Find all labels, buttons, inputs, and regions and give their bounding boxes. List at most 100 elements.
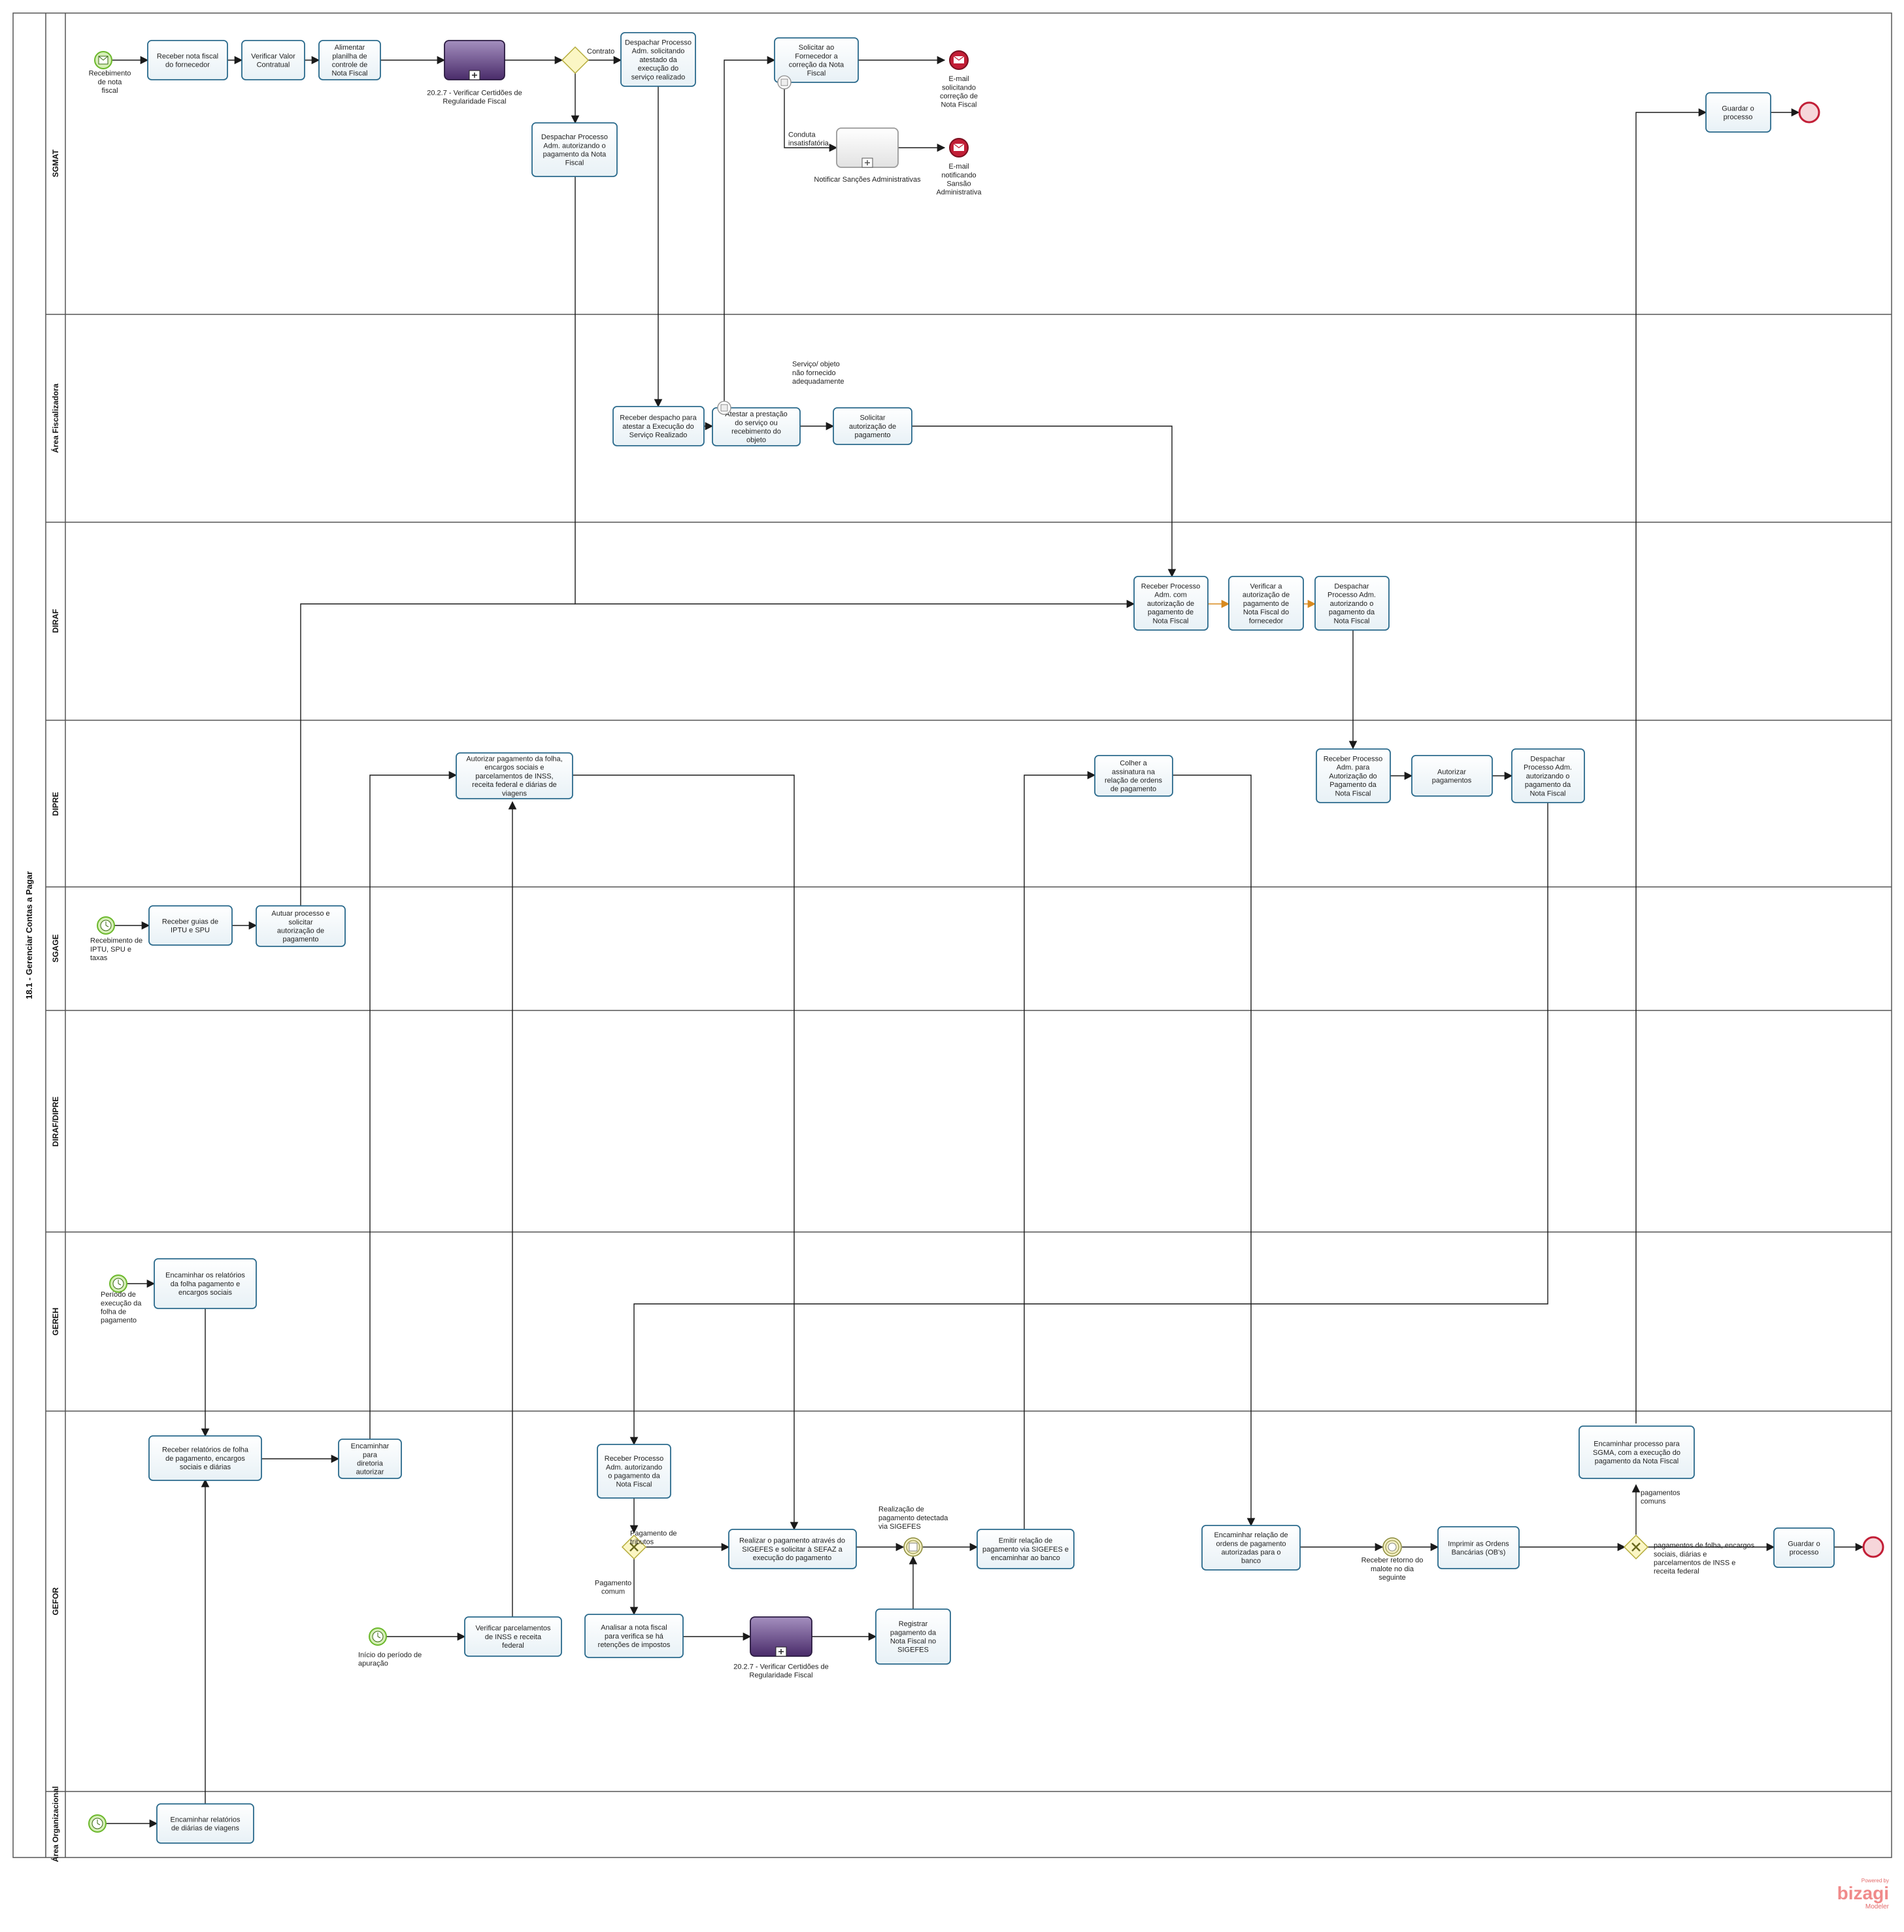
start-event-timer-diarias-icon[interactable]: [88, 1814, 107, 1833]
subprocess-verificar-certidoes-2[interactable]: 20.2.7 - Verificar Certidões de Regularid…: [733, 1616, 829, 1679]
task-label: Encaminhar para diretoria autorizar: [351, 1442, 390, 1476]
task-receber-processo-gefor[interactable]: Receber Processo Adm. autorizando o pagame…: [597, 1444, 671, 1499]
task-solicitar-autorizacao[interactable]: Solicitar autorização de pagamento: [833, 407, 912, 445]
intermediate-event-sigefes-icon[interactable]: [903, 1537, 923, 1557]
lane-titles: SGMAT Área Fiscalizadora DIRAF DIPRE SGA…: [50, 149, 60, 1862]
task-label: Guardar o processo: [1722, 105, 1754, 121]
intermediate-event-timer-malote-icon[interactable]: [1382, 1537, 1402, 1557]
task-label: Verificar parcelamentos de INSS e receita…: [476, 1625, 551, 1650]
task-receber-processo-diraf[interactable]: Receber Processo Adm. com autorização de pa…: [1133, 576, 1209, 631]
task-guardar-processo-gefor[interactable]: Guardar o processo: [1773, 1527, 1835, 1568]
pool-title: 18.1 - Gerenciar Contas a Pagar: [24, 871, 34, 999]
task-alimentar-planilha[interactable]: Alimentar planilha de controle de Nota Fisc…: [318, 40, 381, 80]
task-encaminhar-relacao-ordens[interactable]: Encaminhar relação de ordens de pagamento…: [1201, 1525, 1301, 1571]
task-label: Autorizar pagamentos: [1432, 768, 1472, 784]
task-label: Receber guias de IPTU e SPU: [162, 918, 218, 934]
subprocess-label: Notificar Sanções Administrativas: [814, 176, 921, 184]
task-label: Receber Processo Adm. autorizando o pagame…: [605, 1455, 664, 1489]
boundary-event-conditional-atestar-icon[interactable]: [717, 401, 731, 415]
label-inicio-apuracao: Início do período de apuração: [358, 1651, 422, 1667]
task-encaminhar-relatorios-diarias[interactable]: Encaminhar relatórios de diárias de viage…: [156, 1803, 254, 1844]
gateway-pagamentos-icon[interactable]: [1623, 1534, 1649, 1560]
task-registrar-pagamento[interactable]: Registrar pagamento da Nota Fiscal no SIGEF…: [875, 1608, 951, 1665]
task-label: Realizar o pagamento através do SIGEFES e…: [739, 1537, 845, 1562]
task-realizar-pagamento[interactable]: Realizar o pagamento através do SIGEFES e…: [728, 1529, 857, 1569]
task-verificar-parcelamentos[interactable]: Verificar parcelamentos de INSS e receita…: [464, 1616, 562, 1657]
task-label: Verificar Valor Contratual: [251, 52, 295, 69]
task-receber-despacho-atestar[interactable]: Receber despacho para atestar a Execução …: [612, 406, 705, 446]
lane-sgage: SGAGE: [51, 934, 60, 962]
task-label: Solicitar ao Fornecedor a correção da Nota…: [789, 44, 844, 78]
task-despachar-autorizando-sgmat[interactable]: Despachar Processo Adm. autorizando o paga…: [531, 122, 618, 177]
label-contrato: Contrato: [587, 48, 614, 56]
task-receber-processo-dipre[interactable]: Receber Processo Adm. para Autorização do P…: [1316, 748, 1391, 803]
task-autorizar-pagamentos[interactable]: Autorizar pagamentos: [1411, 755, 1493, 797]
label-email-correcao: E-mail solicitando correção de Nota Fiscal: [940, 75, 978, 109]
gateway-contrato-icon[interactable]: [561, 46, 590, 75]
label-pagamentos-comuns: pagamentos comuns: [1641, 1489, 1680, 1505]
task-label: Receber relatórios de folha de pagamento,…: [162, 1446, 249, 1471]
task-verificar-valor-contratual[interactable]: Verificar Valor Contratual: [241, 40, 305, 80]
task-encaminhar-diretoria[interactable]: Encaminhar para diretoria autorizar: [338, 1439, 402, 1479]
start-event-timer-iptu-icon[interactable]: [97, 916, 115, 935]
task-receber-nota-fiscal[interactable]: Receber nota fiscal do fornecedor: [147, 40, 228, 80]
task-label: Encaminhar processo para SGMA, com a exec…: [1593, 1441, 1680, 1465]
task-label: Atestar a prestação do serviço ou recebime…: [725, 410, 787, 444]
lane-sgmat: SGMAT: [51, 149, 60, 177]
task-label: Autuar processo e solicitar autorização de…: [271, 910, 329, 944]
task-solicitar-fornecedor-correcao[interactable]: Solicitar ao Fornecedor a correção da Nota…: [774, 37, 859, 83]
lane-diraf-dipre: DIRAF/DIPRE: [51, 1097, 60, 1147]
subprocess-verificar-certidoes-1[interactable]: 20.2.7 - Verificar Certidões de Regularid…: [427, 40, 522, 105]
subprocess-notificar-sancoes[interactable]: Notificar Sanções Administrativas: [814, 127, 921, 184]
start-event-timer-apuracao-icon[interactable]: [369, 1627, 387, 1646]
task-label: Alimentar planilha de controle de Nota Fisc…: [331, 44, 367, 78]
task-label: Analisar a nota fiscal para verifica se h…: [598, 1624, 671, 1649]
task-label: Verificar a autorização de pagamento de Not…: [1243, 582, 1290, 625]
lane-separators: [46, 314, 1892, 1792]
label-recebimento-iptu: Recebimento de IPTU, SPU e taxas: [90, 937, 142, 962]
end-event-email-sancao-icon[interactable]: [949, 138, 969, 158]
task-atestar-prestacao[interactable]: Atestar a prestação do serviço ou recebime…: [712, 407, 801, 446]
end-event-sgmat-icon[interactable]: [1798, 101, 1820, 124]
task-despachar-dipre[interactable]: Despachar Processo Adm. autorizando o pagam…: [1511, 748, 1585, 803]
task-label: Despachar Processo Adm. solicitando atesta…: [625, 39, 692, 81]
task-label: Receber Processo Adm. com autorização de pa…: [1141, 582, 1201, 625]
task-analisar-nota-fiscal[interactable]: Analisar a nota fiscal para verifica se h…: [584, 1614, 684, 1658]
task-label: Receber despacho para atestar a Execução …: [620, 414, 697, 439]
task-guardar-processo-sgmat[interactable]: Guardar o processo: [1705, 92, 1771, 133]
boundary-event-conditional-icon[interactable]: [777, 75, 792, 90]
subprocess-label: 20.2.7 - Verificar Certidões de Regularid…: [427, 89, 522, 105]
task-receber-guias[interactable]: Receber guias de IPTU e SPU: [148, 905, 233, 946]
task-emitir-relacao[interactable]: Emitir relação de pagamento via SIGEFES e…: [977, 1529, 1075, 1569]
logo-powered-by: Powered by: [1862, 1878, 1889, 1884]
task-colher-assinatura[interactable]: Colher a assinatura na relação de ordens de…: [1094, 755, 1173, 797]
gateway-tributos-icon[interactable]: [621, 1534, 647, 1560]
task-encaminhar-sgma[interactable]: Encaminhar processo para SGMA, com a exec…: [1578, 1425, 1695, 1479]
task-label: Encaminhar os relatórios da folha pagamen…: [165, 1272, 245, 1297]
task-label: Colher a assinatura na relação de ordens de…: [1105, 759, 1163, 793]
task-verificar-autorizacao[interactable]: Verificar a autorização de pagamento de Not…: [1228, 576, 1304, 631]
task-despachar-solicitando-atestado[interactable]: Despachar Processo Adm. solicitando atesta…: [620, 32, 696, 87]
task-label: Despachar Processo Adm. autorizando o pagam…: [1524, 755, 1572, 797]
task-label: Encaminhar relatórios de diárias de viage…: [171, 1816, 241, 1832]
subprocess-label: 20.2.7 - Verificar Certidões de Regularid…: [733, 1663, 829, 1679]
task-encaminhar-relatorios-folha[interactable]: Encaminhar os relatórios da folha pagamen…: [154, 1258, 257, 1309]
start-event-timer-folha-icon[interactable]: [109, 1274, 127, 1293]
label-servico-nao-fornecido: Serviço/ objeto não fornecido adequadament…: [792, 361, 844, 386]
end-event-email-correcao-icon[interactable]: [949, 50, 969, 70]
label-retorno-malote: Receber retorno do malote no dia seguinte: [1361, 1557, 1424, 1582]
task-autuar-processo[interactable]: Autuar processo e solicitar autorização de…: [256, 905, 346, 947]
logo-name: bizagi: [1837, 1883, 1889, 1903]
lane-area-fiscalizadora: Área Fiscalizadora: [50, 384, 60, 453]
start-event-message-icon[interactable]: [94, 51, 112, 69]
task-label: Despachar Processo Adm. autorizando o paga…: [541, 133, 608, 167]
task-imprimir-ordens[interactable]: Imprimir as Ordens Bancárias (OB's): [1437, 1526, 1520, 1569]
label-pagamento-comum: Pagamento comum: [595, 1579, 631, 1595]
task-receber-relatorios[interactable]: Receber relatórios de folha de pagamento,…: [148, 1435, 262, 1481]
task-despachar-diraf[interactable]: Despachar Processo Adm. autorizando o pagam…: [1314, 576, 1390, 631]
lane-gereh: GEREH: [51, 1308, 60, 1336]
end-event-gefor-icon[interactable]: [1862, 1536, 1884, 1558]
task-label: Emitir relação de pagamento via SIGEFES e…: [982, 1537, 1069, 1562]
task-autorizar-pagamento-folha[interactable]: Autorizar pagamento da folha, encargos so…: [456, 752, 573, 799]
